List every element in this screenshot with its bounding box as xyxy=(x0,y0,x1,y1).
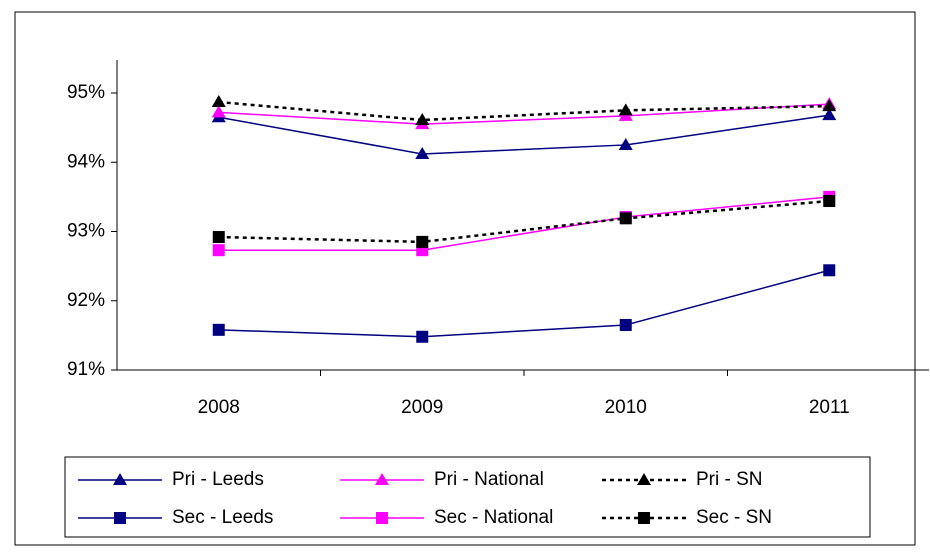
data-point xyxy=(211,95,226,108)
data-point xyxy=(416,235,429,248)
data-point xyxy=(212,244,225,257)
legend-marker xyxy=(637,473,651,485)
legend-label: Pri - SN xyxy=(696,469,763,490)
series-line xyxy=(218,269,830,338)
data-point xyxy=(618,137,633,150)
data-point xyxy=(212,231,225,244)
data-point xyxy=(822,108,837,121)
data-point xyxy=(415,113,430,126)
y-tick-label: 94% xyxy=(67,151,105,172)
data-point xyxy=(211,105,226,118)
series-line xyxy=(218,196,830,251)
data-point xyxy=(619,212,632,225)
y-tick-label: 95% xyxy=(67,82,105,103)
data-point xyxy=(212,323,225,336)
x-tick-label: 2008 xyxy=(198,397,240,418)
x-tick-label: 2009 xyxy=(401,397,443,418)
legend-marker xyxy=(638,512,650,524)
series-line xyxy=(218,103,830,125)
y-tick-label: 92% xyxy=(67,290,105,311)
series-line xyxy=(218,100,830,122)
data-point xyxy=(823,264,836,277)
legend-label: Sec - SN xyxy=(696,507,772,528)
legend-label: Pri - National xyxy=(434,469,544,490)
legend-marker xyxy=(113,473,127,485)
series-line xyxy=(218,114,830,155)
legend-marker xyxy=(375,473,389,485)
chart-frame xyxy=(14,11,916,546)
series-line xyxy=(218,199,830,244)
data-point xyxy=(618,103,633,116)
y-tick-label: 91% xyxy=(67,359,105,380)
data-point xyxy=(416,330,429,343)
legend-marker xyxy=(376,512,388,524)
x-tick-label: 2011 xyxy=(809,397,850,418)
x-tick-label: 2010 xyxy=(605,397,647,418)
data-point xyxy=(823,195,836,208)
legend-label: Sec - National xyxy=(434,507,553,528)
legend-box xyxy=(64,456,871,538)
legend-label: Pri - Leeds xyxy=(172,469,264,490)
data-point xyxy=(822,99,837,112)
data-point xyxy=(415,146,430,159)
legend-marker xyxy=(114,512,126,524)
y-tick-label: 93% xyxy=(67,221,105,242)
legend-label: Sec - Leeds xyxy=(172,507,273,528)
data-point xyxy=(619,318,632,331)
